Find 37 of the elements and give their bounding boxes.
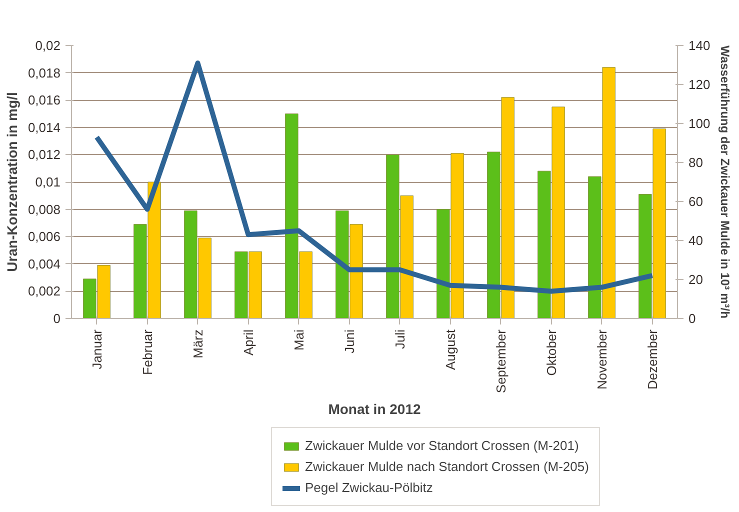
x-tick-label: Juli [392,329,408,350]
y-tick-label: 0,008 [28,202,61,217]
y2-tick-label: 120 [688,77,710,92]
legend-label: Zwickauer Mulde nach Standort Crossen (M-205) [305,459,589,474]
legend-label: Pegel Zwickau-Pölbitz [305,480,433,495]
y-tick-label: 0,014 [28,120,61,135]
y2-tick-label: 40 [688,233,703,248]
y2-tick-label: 100 [688,116,710,131]
y2-tick-label: 80 [688,155,703,170]
y2-tick-label: 20 [688,272,703,287]
x-axis-title: Monat in 2012 [328,401,422,418]
y2-tick-label: 60 [688,194,703,209]
x-tick-label: September [493,328,508,394]
x-tick-label: April [240,329,256,356]
x-tick-label: August [442,329,458,370]
y-tick-label: 0,02 [35,38,61,53]
legend-label: Zwickauer Mulde vor Standort Crossen (M-201) [305,438,579,453]
x-tick-label: Juni [342,329,357,354]
x-tick-label: Dezember [644,328,660,390]
y-tick-label: 0,004 [28,256,61,272]
y-tick-label: 0,01 [35,174,61,190]
y-tick-label: 0,006 [28,229,61,244]
x-tick-label: Mai [291,329,306,350]
x-tick-label: November [594,328,610,390]
y-tick-label: 0,012 [28,147,61,162]
y-tick-label: 0,018 [28,65,61,80]
x-tick-label: Januar [89,328,104,370]
x-tick-label: Februar [140,328,155,376]
y-tick-label: 0,016 [28,92,61,108]
x-tick-label: Oktober [544,328,559,376]
y2-axis-title: Wasserführung der Zwickauer Mulde in 10³ m³/h [718,46,732,318]
y-tick-label: 0,002 [28,284,61,299]
y2-tick-label: 0 [688,311,696,326]
y-axis-title: Uran-Konzentration in mg/l [4,92,20,272]
x-tick-label: März [190,330,206,358]
y-tick-label: 0 [53,311,61,326]
y2-tick-label: 140 [688,38,710,53]
